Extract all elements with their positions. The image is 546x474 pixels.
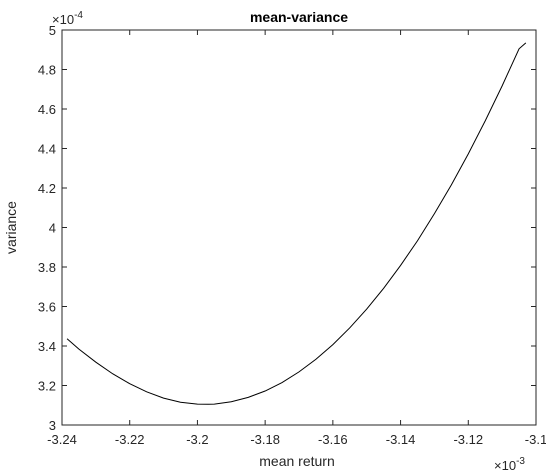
- y-axis-label: variance: [3, 201, 19, 254]
- y-tick-label: 4: [49, 221, 56, 236]
- y-exponent-power: -4: [74, 10, 83, 21]
- x-tick-label: -3.16: [318, 432, 348, 447]
- x-tick-label: -3.22: [115, 432, 145, 447]
- series-line: [66, 42, 527, 405]
- y-tick-label: 3.6: [38, 300, 56, 315]
- y-tick-label: 3.4: [38, 339, 56, 354]
- x-axis-label: mean return: [259, 453, 334, 469]
- x-tick-label: -3.14: [386, 432, 416, 447]
- y-tick-label: 5: [49, 23, 56, 38]
- x-tick-label: -3.18: [250, 432, 280, 447]
- y-exponent-label: ×10-4: [52, 10, 83, 27]
- x-exponent-base: ×10: [494, 458, 516, 473]
- x-tick-label: -3.2: [186, 432, 208, 447]
- x-exponent-label: ×10-3: [494, 456, 525, 473]
- y-axis-ticks: 3 3.2 3.4 3.6 3.8 4 4.2 4.4 4.6 4.8 5: [38, 23, 536, 433]
- plot-area: [61, 29, 537, 426]
- x-tick-label: -3.24: [47, 432, 77, 447]
- chart-title: mean-variance: [250, 9, 348, 25]
- y-tick-label: 4.6: [38, 102, 56, 117]
- y-tick-label: 3.8: [38, 260, 56, 275]
- y-tick-label: 4.4: [38, 142, 56, 157]
- x-exponent-power: -3: [516, 456, 525, 467]
- x-axis-ticks: -3.24 -3.22 -3.2 -3.18 -3.16 -3.14 -3.12 -3.1: [47, 30, 546, 447]
- y-exponent-base: ×10: [52, 12, 74, 27]
- y-tick-label: 3: [49, 418, 56, 433]
- y-tick-label: 3.2: [38, 379, 56, 394]
- x-tick-label: -3.12: [453, 432, 483, 447]
- svg-text:×10-4: ×10-4: [52, 10, 83, 27]
- y-tick-label: 4.8: [38, 63, 56, 78]
- y-tick-label: 4.2: [38, 181, 56, 196]
- x-tick-label: -3.1: [525, 432, 546, 447]
- svg-text:×10-3: ×10-3: [494, 456, 525, 473]
